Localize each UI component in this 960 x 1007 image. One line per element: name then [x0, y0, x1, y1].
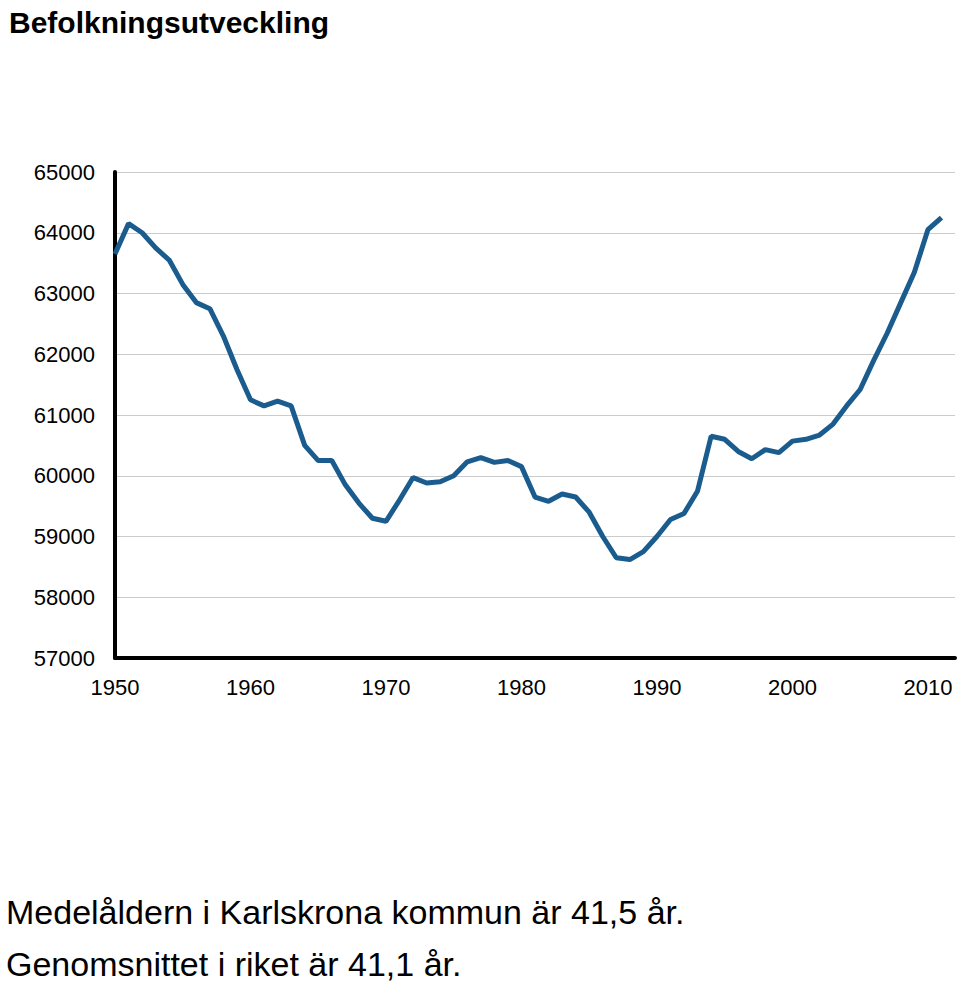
- svg-text:65000: 65000: [34, 160, 95, 185]
- svg-text:1970: 1970: [361, 675, 410, 700]
- svg-text:1950: 1950: [91, 675, 140, 700]
- svg-text:1960: 1960: [226, 675, 275, 700]
- svg-text:60000: 60000: [34, 463, 95, 488]
- svg-text:Genomsnittet i riket är 41,1 å: Genomsnittet i riket är 41,1 år.: [6, 945, 461, 983]
- svg-text:2010: 2010: [903, 675, 952, 700]
- svg-text:Befolkningsutveckling: Befolkningsutveckling: [9, 6, 329, 39]
- svg-text:58000: 58000: [34, 585, 95, 610]
- svg-text:64000: 64000: [34, 220, 95, 245]
- svg-text:57000: 57000: [34, 646, 95, 671]
- svg-text:61000: 61000: [34, 403, 95, 428]
- svg-text:62000: 62000: [34, 342, 95, 367]
- svg-text:1980: 1980: [497, 675, 546, 700]
- svg-text:1990: 1990: [632, 675, 681, 700]
- svg-text:63000: 63000: [34, 281, 95, 306]
- svg-text:Medelåldern i Karlskrona kommu: Medelåldern i Karlskrona kommun är 41,5 …: [6, 893, 684, 931]
- svg-text:59000: 59000: [34, 524, 95, 549]
- svg-text:2000: 2000: [768, 675, 817, 700]
